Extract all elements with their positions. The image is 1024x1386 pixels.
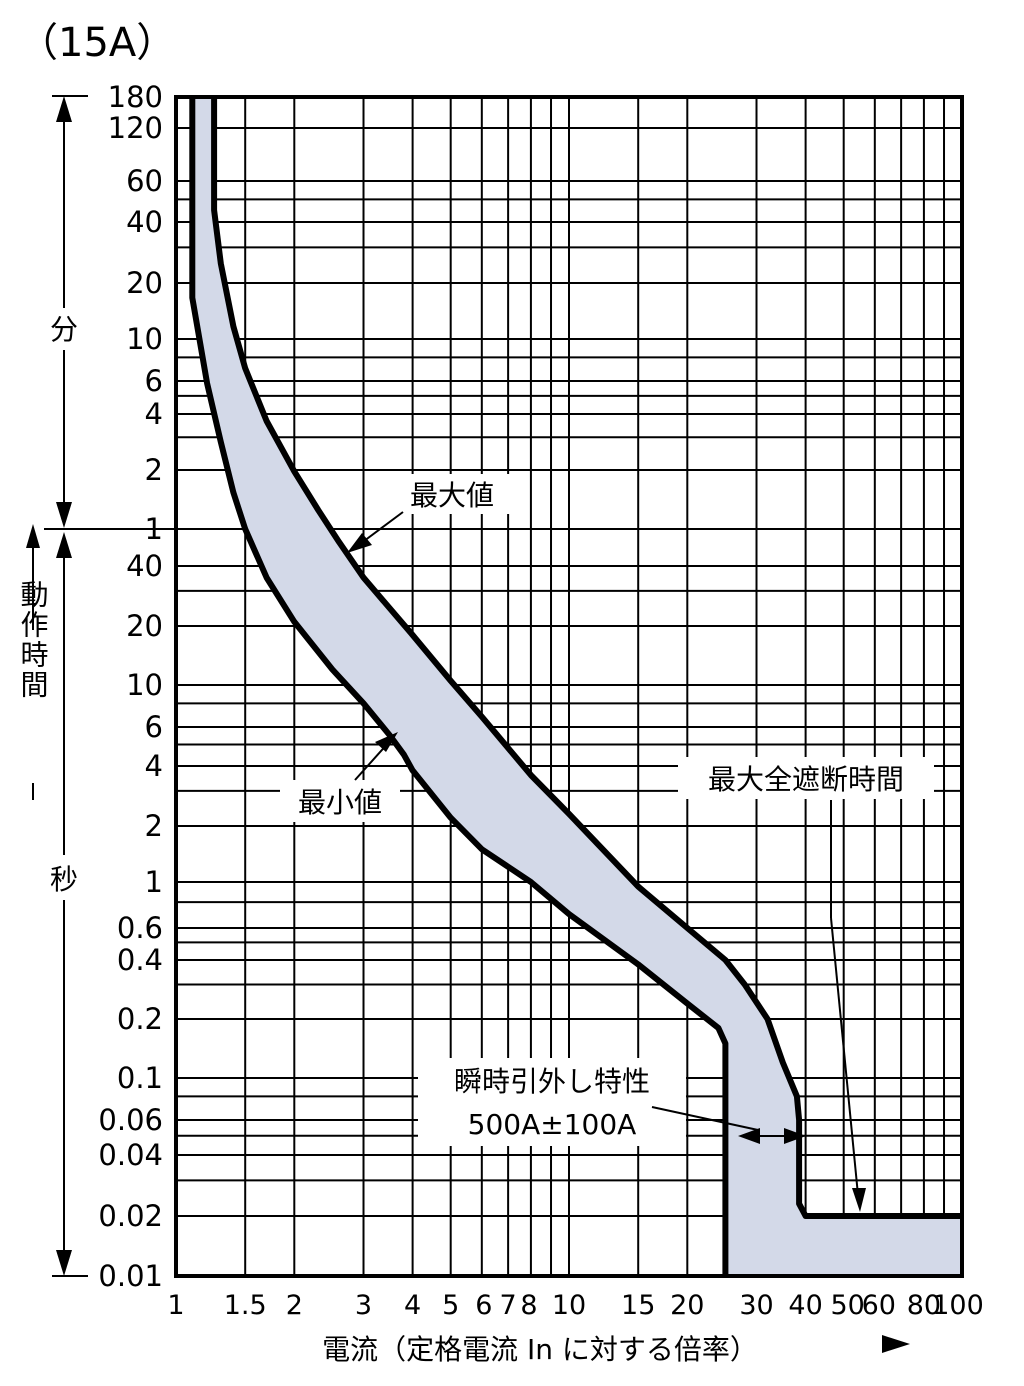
max-label-bg bbox=[392, 474, 512, 514]
plot-frame bbox=[174, 95, 964, 1278]
y-tick-label: 0.02 bbox=[98, 1199, 163, 1233]
arrow-up-icon bbox=[56, 96, 72, 122]
x-tick-label: 6 bbox=[475, 1290, 492, 1321]
min-curve bbox=[189, 97, 729, 1276]
x-tick-label: 1 bbox=[167, 1290, 184, 1321]
y-tick-label: 60 bbox=[126, 164, 163, 198]
y-tick-label: 2 bbox=[145, 453, 163, 487]
operating-time-label: 動作時間 bbox=[17, 580, 50, 700]
y-tick-label: 120 bbox=[108, 111, 163, 145]
arrow-down-icon bbox=[56, 1250, 72, 1276]
x-tick-label: 3 bbox=[355, 1290, 372, 1321]
min-pointer-arrow-icon bbox=[375, 732, 398, 752]
y-tick-label: 6 bbox=[145, 364, 163, 398]
y-tick-label: 4 bbox=[145, 397, 163, 431]
x-tick-label: 7 bbox=[500, 1290, 517, 1321]
min-label: 最小値 bbox=[298, 786, 382, 819]
y-tick-label: 10 bbox=[126, 668, 163, 702]
max-pointer-line bbox=[359, 511, 404, 545]
y-tick-label: 40 bbox=[126, 205, 163, 239]
x-tick-label: 2 bbox=[286, 1290, 303, 1321]
max-interrupt-pointer-line-b bbox=[830, 917, 859, 1196]
x-axis-arrow-icon bbox=[882, 1335, 910, 1353]
max-pointer-arrow-icon bbox=[347, 533, 372, 553]
chart-title: （15A） bbox=[18, 20, 176, 66]
y-tick-label: 20 bbox=[126, 609, 163, 643]
y-tick-label: 0.06 bbox=[98, 1103, 163, 1137]
y-tick-label: 180 bbox=[108, 80, 163, 114]
y-tick-label: 0.2 bbox=[117, 1002, 163, 1036]
x-tick-label: 40 bbox=[788, 1290, 822, 1321]
instant-trip-pointer-line bbox=[651, 1106, 759, 1131]
x-tick-label: 20 bbox=[670, 1290, 704, 1321]
y-tick-label: 40 bbox=[126, 549, 163, 583]
range-arrow-left-icon bbox=[738, 1128, 760, 1144]
instant-trip-value: 500A±100A bbox=[468, 1108, 637, 1141]
y-unit-axis bbox=[26, 95, 176, 1277]
max-interrupt-label-bg bbox=[678, 757, 934, 799]
y-tick-labels: 18012060402010642140201064210.60.40.20.1… bbox=[98, 80, 163, 1293]
max-interrupt-label: 最大全遮断時間 bbox=[708, 763, 904, 796]
x-tick-label: 4 bbox=[404, 1290, 421, 1321]
y-tick-label: 0.6 bbox=[117, 911, 163, 945]
x-tick-label: 1.5 bbox=[224, 1290, 267, 1321]
instant-trip-label-bg bbox=[418, 1058, 686, 1146]
arrow-up-icon bbox=[26, 524, 40, 548]
x-tick-label: 60 bbox=[862, 1290, 896, 1321]
arrow-down-icon bbox=[56, 502, 72, 528]
y-tick-label: 0.04 bbox=[98, 1138, 163, 1172]
x-tick-label: 30 bbox=[739, 1290, 773, 1321]
x-tick-label: 80 bbox=[907, 1290, 941, 1321]
y-tick-label: 0.01 bbox=[98, 1259, 163, 1293]
range-arrow-right-icon bbox=[784, 1128, 806, 1144]
x-tick-label: 50 bbox=[831, 1290, 865, 1321]
y-tick-label: 6 bbox=[145, 710, 163, 744]
y-tick-label: 2 bbox=[145, 809, 163, 843]
max-interrupt-arrow-icon bbox=[852, 1188, 866, 1212]
x-tick-label: 10 bbox=[552, 1290, 586, 1321]
x-tick-label: 15 bbox=[621, 1290, 655, 1321]
minutes-label: 分 bbox=[50, 313, 78, 346]
seconds-label: 秒 bbox=[50, 863, 78, 896]
y-tick-label: 4 bbox=[145, 749, 163, 783]
y-tick-label: 0.1 bbox=[117, 1061, 163, 1095]
x-tick-label: 100 bbox=[932, 1290, 984, 1321]
y-tick-label: 10 bbox=[126, 322, 163, 356]
y-tick-label: 0.4 bbox=[117, 943, 163, 977]
x-axis-label: 電流（定格電流 In に対する倍率） bbox=[322, 1333, 758, 1366]
max-label: 最大値 bbox=[410, 479, 494, 512]
instant-trip-label: 瞬時引外し特性 bbox=[454, 1065, 650, 1098]
x-tick-label: 8 bbox=[520, 1290, 537, 1321]
y-tick-label: 20 bbox=[126, 266, 163, 300]
min-label-bg bbox=[280, 780, 400, 822]
arrow-up-icon bbox=[56, 532, 72, 558]
y-tick-label: 1 bbox=[145, 865, 163, 899]
max-curve bbox=[211, 97, 962, 1219]
x-tick-label: 5 bbox=[442, 1290, 459, 1321]
